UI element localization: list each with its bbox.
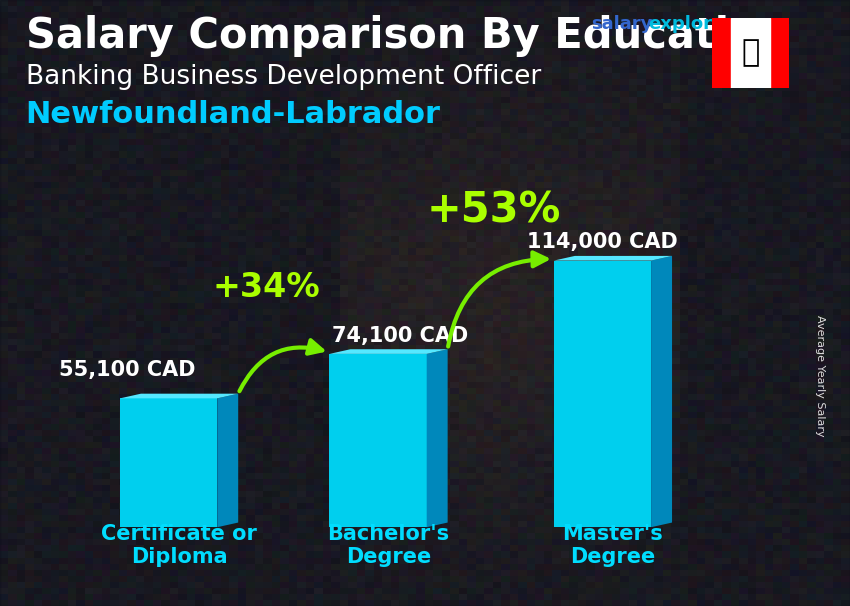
Bar (731, 18, 769, 88)
Text: Master's
Degree: Master's Degree (563, 524, 663, 567)
Text: Certificate or
Diploma: Certificate or Diploma (101, 524, 257, 567)
Text: Bachelor's
Degree: Bachelor's Degree (327, 524, 450, 567)
Polygon shape (554, 256, 672, 261)
Text: 🍁: 🍁 (741, 39, 760, 67)
Text: explorer.com: explorer.com (649, 15, 779, 33)
Polygon shape (120, 398, 218, 527)
Polygon shape (120, 394, 238, 398)
Polygon shape (218, 394, 238, 527)
Polygon shape (330, 349, 448, 354)
Text: Banking Business Development Officer: Banking Business Development Officer (26, 64, 541, 90)
Text: Salary Comparison By Education: Salary Comparison By Education (26, 15, 786, 57)
Text: Newfoundland-Labrador: Newfoundland-Labrador (26, 100, 440, 129)
Text: +53%: +53% (427, 190, 561, 231)
Text: +34%: +34% (212, 271, 320, 304)
Text: 55,100 CAD: 55,100 CAD (60, 360, 196, 380)
Polygon shape (651, 256, 672, 527)
Polygon shape (330, 354, 427, 527)
Text: salary: salary (591, 15, 652, 33)
Polygon shape (427, 349, 448, 527)
Polygon shape (554, 261, 651, 527)
Text: 74,100 CAD: 74,100 CAD (332, 325, 468, 345)
Text: 114,000 CAD: 114,000 CAD (527, 232, 677, 252)
Text: Average Yearly Salary: Average Yearly Salary (815, 315, 825, 436)
